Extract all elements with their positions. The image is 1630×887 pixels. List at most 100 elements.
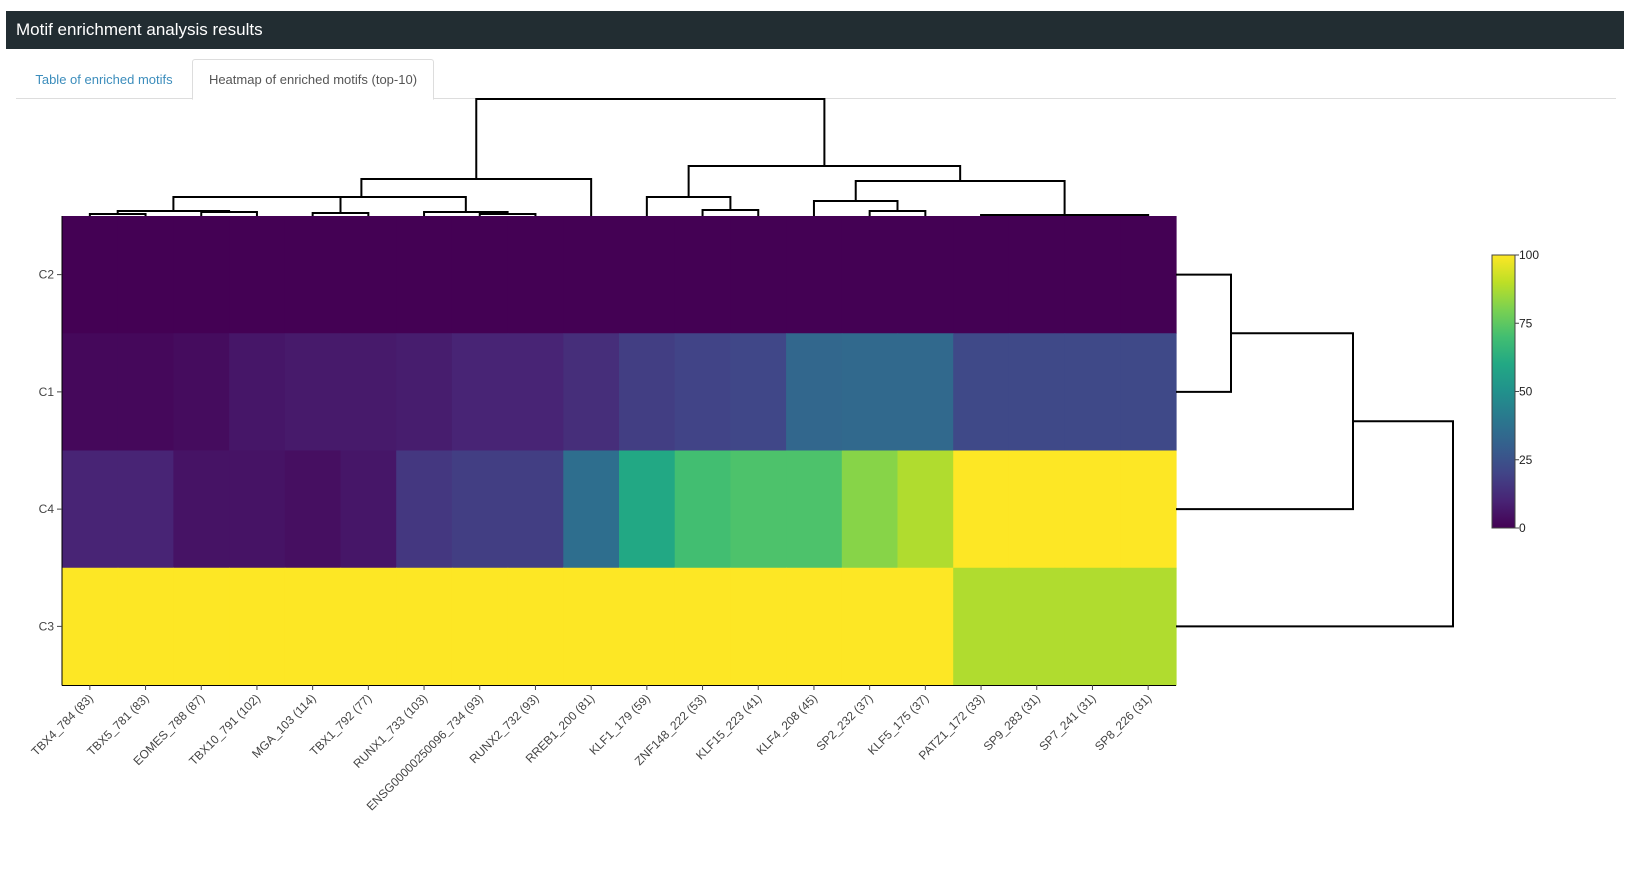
heatmap-cell-C3-13[interactable] xyxy=(730,567,787,686)
heatmap-cell-C1-19[interactable] xyxy=(1064,333,1121,452)
heatmap-cell-C1-18[interactable] xyxy=(1008,333,1066,452)
heatmap-cell-C2-18[interactable] xyxy=(1008,216,1066,334)
heatmap-cell-C1-4[interactable] xyxy=(229,333,286,452)
heatmap-cell-C4-14[interactable] xyxy=(786,450,843,569)
heatmap-cell-C1-15[interactable] xyxy=(841,333,899,452)
heatmap-cell-C2-7[interactable] xyxy=(396,216,453,334)
heatmap-cell-C4-9[interactable] xyxy=(507,450,564,569)
heatmap-cell-C2-14[interactable] xyxy=(786,216,843,334)
heatmap-cell-C1-2[interactable] xyxy=(117,333,174,452)
colorbar-tick-label: 50 xyxy=(1519,385,1533,399)
heatmap-cell-C2-19[interactable] xyxy=(1064,216,1121,334)
tab-heatmap-of-enriched-motifs[interactable]: Heatmap of enriched motifs (top-10) xyxy=(192,59,434,100)
heatmap-cell-C2-13[interactable] xyxy=(730,216,787,334)
heatmap-cell-C2-11[interactable] xyxy=(619,216,676,334)
heatmap-cell-C2-20[interactable] xyxy=(1120,216,1177,334)
heatmap-cell-C1-3[interactable] xyxy=(173,333,230,452)
dendro-root xyxy=(475,98,826,179)
heatmap-cell-C1-13[interactable] xyxy=(730,333,787,452)
heatmap-cell-C3-11[interactable] xyxy=(619,567,676,686)
heatmap-cell-C1-5[interactable] xyxy=(284,333,342,452)
heatmap-cell-C3-4[interactable] xyxy=(229,567,286,686)
heatmap-cell-C2-5[interactable] xyxy=(284,216,342,334)
heatmap-cell-C1-17[interactable] xyxy=(953,333,1010,452)
heatmap-cell-C2-10[interactable] xyxy=(563,216,620,334)
heatmap-cell-C2-3[interactable] xyxy=(173,216,230,334)
heatmap-cell-C3-17[interactable] xyxy=(953,567,1010,686)
heatmap-cell-C3-10[interactable] xyxy=(563,567,620,686)
heatmap-cell-C3-2[interactable] xyxy=(117,567,174,686)
heatmap-cell-C2-17[interactable] xyxy=(953,216,1010,334)
heatmap-cell-C1-1[interactable] xyxy=(62,333,119,452)
heatmap-cell-C3-20[interactable] xyxy=(1120,567,1177,686)
heatmap-cell-C1-12[interactable] xyxy=(674,333,731,452)
dendro-link xyxy=(854,180,1066,215)
heatmap-cell-C4-19[interactable] xyxy=(1064,450,1121,569)
heatmap-cell-C3-19[interactable] xyxy=(1064,567,1121,686)
heatmap-cell-C3-9[interactable] xyxy=(507,567,564,686)
heatmap-cell-C4-17[interactable] xyxy=(953,450,1010,569)
heatmap-cell-C1-10[interactable] xyxy=(563,333,620,452)
dendro-link xyxy=(311,212,370,216)
dendro-link xyxy=(701,209,760,216)
heatmap-cell-C4-10[interactable] xyxy=(563,450,620,569)
heatmap-cell-C1-7[interactable] xyxy=(396,333,453,452)
heatmap-cell-C1-14[interactable] xyxy=(786,333,843,452)
heatmap-cell-C4-3[interactable] xyxy=(173,450,230,569)
heatmap-cell-C4-6[interactable] xyxy=(340,450,397,569)
dendro-link xyxy=(868,210,927,216)
heatmap-cell-C1-8[interactable] xyxy=(451,333,509,452)
heatmap-cell-C2-1[interactable] xyxy=(62,216,119,334)
heatmap-cell-C3-16[interactable] xyxy=(897,567,954,686)
heatmap-cell-C4-4[interactable] xyxy=(229,450,286,569)
heatmap-cell-C2-12[interactable] xyxy=(674,216,731,334)
row-labels: C2 C1 C4 C3 xyxy=(39,268,55,634)
heatmap-cell-C1-16[interactable] xyxy=(897,333,954,452)
heatmap-cell-C1-20[interactable] xyxy=(1120,333,1177,452)
heatmap-cell-C1-6[interactable] xyxy=(340,333,397,452)
page-header: Motif enrichment analysis results xyxy=(6,11,1624,49)
column-labels: TBX4_784 (83)TBX5_781 (83)EOMES_788 (87)… xyxy=(29,691,1155,813)
row-label-C2: C2 xyxy=(39,268,55,282)
heatmap-cell-C4-8[interactable] xyxy=(451,450,509,569)
heatmap-cell-C3-5[interactable] xyxy=(284,567,342,686)
heatmap-cell-C3-18[interactable] xyxy=(1008,567,1066,686)
heatmap-cell-C3-3[interactable] xyxy=(173,567,230,686)
column-label: SP8_226 (31) xyxy=(1092,691,1154,753)
tab-table-of-enriched-motifs[interactable]: Table of enriched motifs xyxy=(35,71,173,87)
column-label: SP2_232 (37) xyxy=(814,691,876,753)
heatmap-cell-C2-16[interactable] xyxy=(897,216,954,334)
dendro-row-link xyxy=(1176,420,1454,628)
heatmap-cell-C4-5[interactable] xyxy=(284,450,342,569)
heatmap-cell-C4-1[interactable] xyxy=(62,450,119,569)
heatmap-cell-C4-12[interactable] xyxy=(674,450,731,569)
row-label-C3: C3 xyxy=(39,619,55,633)
heatmap-cell-C4-13[interactable] xyxy=(730,450,787,569)
heatmap-cell-C1-11[interactable] xyxy=(619,333,676,452)
heatmap-cell-C4-7[interactable] xyxy=(396,450,453,569)
heatmap-cell-C2-15[interactable] xyxy=(841,216,899,334)
heatmap-cell-C3-15[interactable] xyxy=(841,567,899,686)
heatmap-cell-C3-14[interactable] xyxy=(786,567,843,686)
heatmap-cell-C4-15[interactable] xyxy=(841,450,899,569)
column-label: ENSG00000250096_734 (93) xyxy=(364,691,486,813)
heatmap-cell-C4-18[interactable] xyxy=(1008,450,1066,569)
heatmap-cell-C4-11[interactable] xyxy=(619,450,676,569)
heatmap-cell-C4-20[interactable] xyxy=(1120,450,1177,569)
heatmap-cell-C2-2[interactable] xyxy=(117,216,174,334)
heatmap-cell-C3-7[interactable] xyxy=(396,567,453,686)
heatmap-cell-C4-16[interactable] xyxy=(897,450,954,569)
heatmap-cell-C2-6[interactable] xyxy=(340,216,397,334)
colorbar-tick-label: 75 xyxy=(1519,316,1533,330)
heatmap-cell-C3-1[interactable] xyxy=(62,567,119,686)
heatmap-cell-C3-6[interactable] xyxy=(340,567,397,686)
heatmap-cell-C3-8[interactable] xyxy=(451,567,509,686)
dendro-link xyxy=(980,214,1150,216)
heatmap-cell-C3-12[interactable] xyxy=(674,567,731,686)
heatmap-cell-C1-9[interactable] xyxy=(507,333,564,452)
heatmap-cell-C4-2[interactable] xyxy=(117,450,174,569)
heatmap-cell-C2-4[interactable] xyxy=(229,216,286,334)
heatmap-cell-C2-9[interactable] xyxy=(507,216,564,334)
heatmap-cell-C2-8[interactable] xyxy=(451,216,509,334)
